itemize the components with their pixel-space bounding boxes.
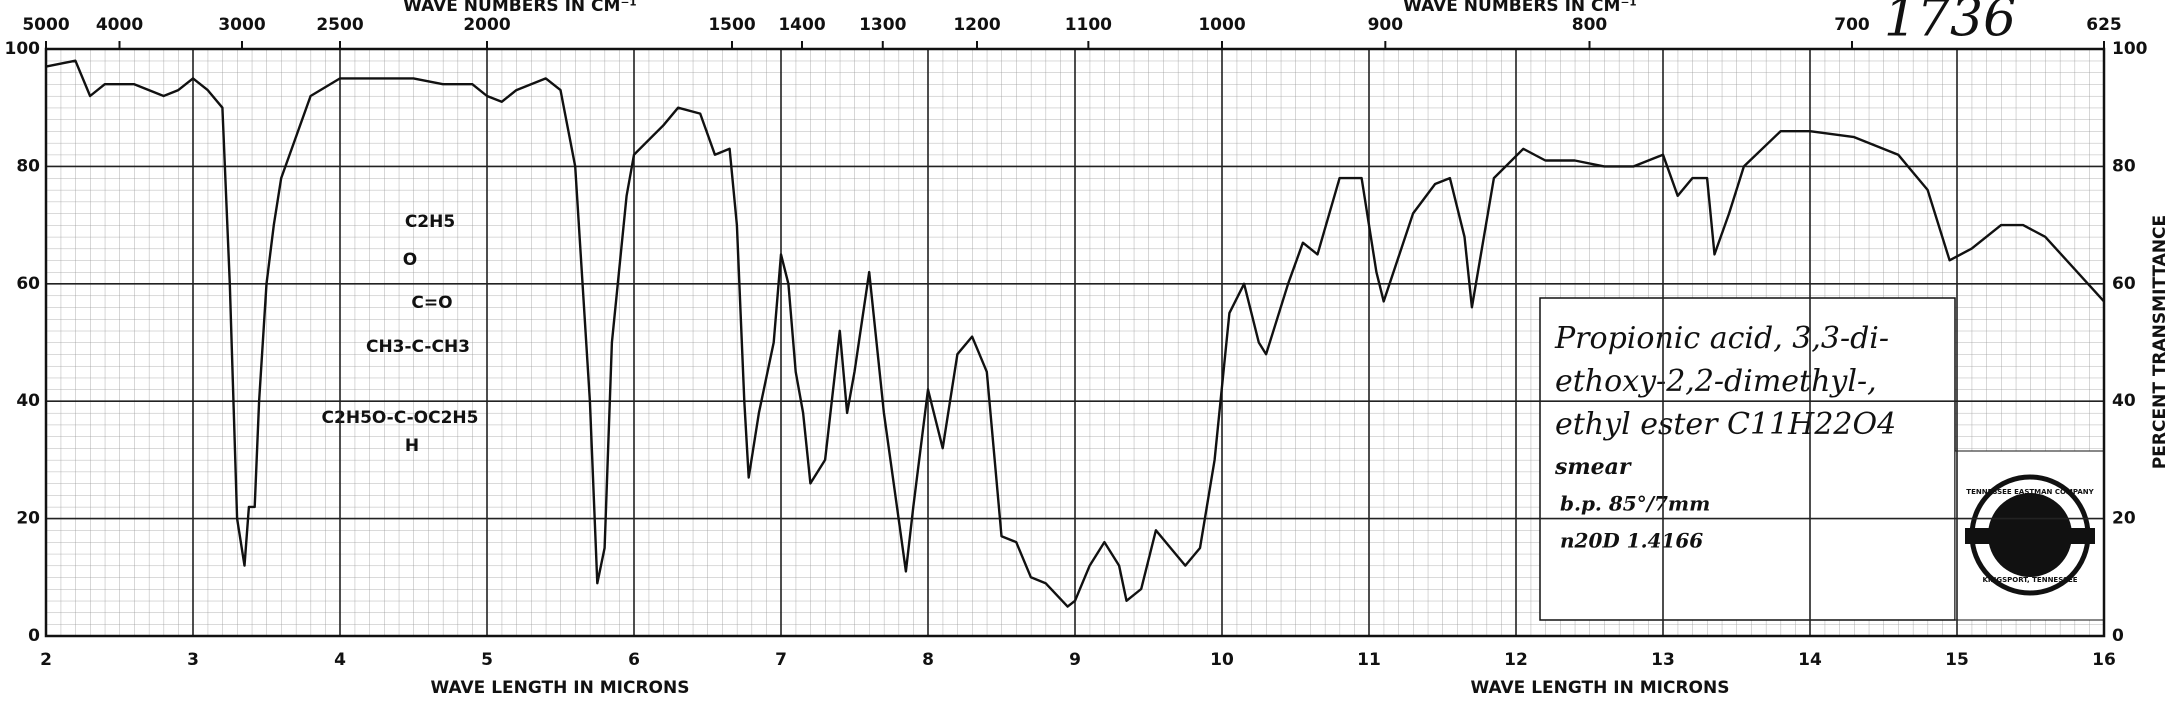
x2-tick-label: 1000 [1198, 15, 1245, 35]
spectrum-line [45, 59, 2105, 608]
x-tick-label: 5 [481, 650, 493, 670]
x2-axis-title: WAVE NUMBERS IN CM⁻¹ [1403, 0, 1637, 16]
x2-tick-label: 5000 [22, 15, 69, 35]
y-tick-label: 80 [16, 156, 40, 176]
sample-note: n20D 1.4166 [1560, 529, 1703, 553]
structure-text: C=O [411, 293, 452, 313]
x-tick-label: 16 [2092, 650, 2116, 670]
sample-note: smear [1554, 454, 1632, 480]
y-tick-label: 60 [16, 274, 40, 294]
logo-text: KINGSPORT, TENNESSEE [1982, 576, 2077, 584]
plot-frame [44, 47, 2106, 638]
x2-tick-label: 1200 [953, 15, 1000, 35]
x-tick-label: 12 [1504, 650, 1528, 670]
compound-name: ethyl ester C11H22O4 [1555, 407, 1896, 442]
x-tick-label: 4 [334, 650, 346, 670]
y2-tick-label: 40 [2112, 391, 2136, 411]
x-tick-label: 2 [40, 650, 52, 670]
y2-tick-label: 20 [2112, 509, 2136, 529]
x2-tick-label: 800 [1572, 15, 1608, 35]
y2-tick-label: 0 [2112, 626, 2124, 646]
x-tick-label: 11 [1357, 650, 1381, 670]
x-tick-label: 10 [1210, 650, 1234, 670]
compound-name: Propionic acid, 3,3-di- [1554, 321, 1889, 356]
structure-text: C2H5O-C-OC2H5 [322, 408, 479, 428]
x-tick-label: 9 [1069, 650, 1081, 670]
annotation-box [1539, 297, 1956, 621]
compound-name: ethoxy-2,2-dimethyl-, [1555, 364, 1877, 399]
structure-text: O [403, 250, 417, 270]
x2-tick-label: 1100 [1065, 15, 1112, 35]
x-tick-label: 6 [628, 650, 640, 670]
x-axis-title: WAVE LENGTH IN MICRONS [431, 678, 690, 698]
logo [1965, 528, 2095, 544]
x2-tick-label: 700 [1834, 15, 1870, 35]
x2-tick-label: 4000 [96, 15, 143, 35]
sample-note: b.p. 85°/7mm [1560, 492, 1710, 516]
x2-tick-label: 1400 [778, 15, 825, 35]
x-tick-label: 8 [922, 650, 934, 670]
structure-text: C2H5 [405, 212, 455, 232]
structure: C2H5 O C=O CH3-C-CH3 C2H5O-C-OC2H5 H [322, 212, 479, 456]
x-tick-label: 7 [775, 650, 787, 670]
x-tick-label: 14 [1798, 650, 1822, 670]
y-axis-title: PERCENT TRANSMITTANCE [2150, 215, 2170, 469]
y2-tick-label: 60 [2112, 274, 2136, 294]
y-tick-label: 20 [16, 509, 40, 529]
logo-text: TENNESSEE EASTMAN COMPANY [1966, 488, 2094, 496]
x2-tick-label: 625 [2086, 15, 2122, 35]
y-tick-label: 40 [16, 391, 40, 411]
x-tick-label: 13 [1651, 650, 1675, 670]
x2-tick-label: 1300 [859, 15, 906, 35]
x2-tick-label: 2500 [316, 15, 363, 35]
x2-tick-label: 900 [1368, 15, 1404, 35]
structure-text: H [405, 436, 419, 456]
x2-tick-label: 2000 [463, 15, 510, 35]
structure-text: CH3-C-CH3 [366, 337, 470, 357]
y2-tick-label: 100 [2112, 39, 2148, 59]
x2-axis-title: WAVE NUMBERS IN CM⁻¹ [403, 0, 637, 16]
y-tick-label: 0 [28, 626, 40, 646]
spectrum-number: 1736 [1884, 0, 2016, 49]
x-tick-label: 15 [1945, 650, 1969, 670]
x2-tick-label: 3000 [218, 15, 265, 35]
y-tick-label: 100 [5, 39, 41, 59]
x2-tick-label: 1500 [708, 15, 755, 35]
x-axis-title: WAVE LENGTH IN MICRONS [1471, 678, 1730, 698]
y2-tick-label: 80 [2112, 156, 2136, 176]
x-tick-label: 3 [187, 650, 199, 670]
